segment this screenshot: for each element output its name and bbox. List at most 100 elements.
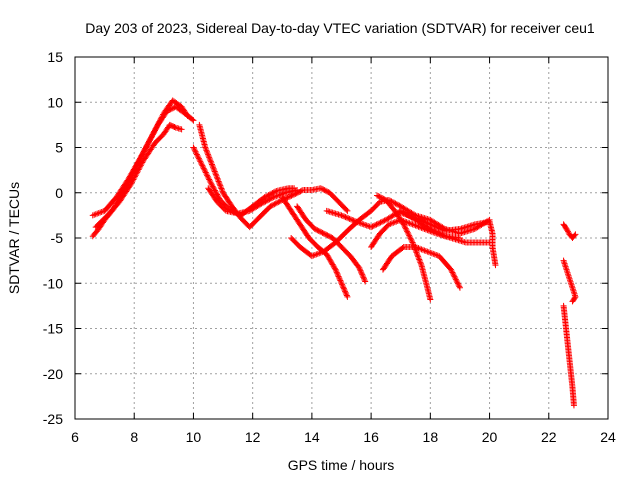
data-point (319, 249, 326, 256)
data-point (270, 201, 277, 208)
data-point (455, 281, 462, 288)
data-point (372, 222, 379, 229)
data-point (265, 197, 272, 204)
data-point (280, 190, 287, 197)
data-point (438, 226, 445, 233)
data-point (198, 161, 205, 168)
data-point (317, 185, 324, 192)
data-point (427, 296, 434, 303)
data-point (451, 273, 458, 280)
data-point (416, 224, 423, 231)
data-point (431, 229, 438, 236)
data-point (211, 167, 218, 174)
data-point (216, 181, 223, 188)
data-point (424, 248, 431, 255)
data-point (400, 210, 407, 217)
data-point (430, 222, 437, 229)
data-point (340, 284, 347, 291)
data-point (338, 280, 345, 287)
y-tick-label: 10 (47, 94, 63, 110)
series-arc-2 (89, 97, 191, 219)
data-point (375, 193, 382, 200)
data-point (298, 187, 305, 194)
data-point (350, 217, 357, 224)
data-point (414, 244, 421, 251)
data-point (209, 183, 216, 190)
data-point (205, 151, 212, 158)
data-point (216, 179, 223, 186)
data-point (361, 275, 368, 282)
data-point (343, 214, 350, 221)
data-point (325, 253, 332, 260)
data-point (133, 170, 140, 177)
data-point (277, 191, 284, 198)
data-point (415, 255, 422, 262)
data-point (410, 240, 417, 247)
data-point (572, 231, 579, 238)
data-point (450, 272, 457, 279)
x-tick-label: 14 (304, 429, 320, 445)
data-point (142, 145, 149, 152)
data-point (130, 176, 137, 183)
data-point (379, 195, 386, 202)
data-point (308, 253, 315, 260)
y-axis-label: SDTVAR / TECUs (6, 182, 22, 294)
data-point (129, 177, 136, 184)
x-tick-label: 10 (186, 429, 202, 445)
data-point (411, 214, 418, 221)
data-point (341, 287, 348, 294)
data-point (376, 193, 383, 200)
data-point (337, 278, 344, 285)
data-point (202, 144, 209, 151)
data-point (190, 117, 197, 124)
data-point (422, 248, 429, 255)
data-point (285, 193, 292, 200)
data-point (91, 211, 98, 218)
x-tick-label: 24 (600, 429, 616, 445)
data-point (431, 251, 438, 258)
data-point (416, 216, 423, 223)
x-tick-label: 16 (363, 429, 379, 445)
data-point (263, 197, 270, 204)
data-point (154, 121, 161, 128)
data-point (373, 221, 380, 228)
data-point (427, 249, 434, 256)
data-point (143, 142, 150, 149)
data-point (356, 266, 363, 273)
data-point (334, 272, 341, 279)
data-point (191, 145, 198, 152)
data-point (208, 182, 215, 189)
data-point (406, 220, 413, 227)
data-point (327, 233, 334, 240)
data-point (416, 256, 423, 263)
data-point (565, 228, 572, 235)
data-point (404, 229, 411, 236)
data-point (157, 117, 164, 124)
data-point (401, 222, 408, 229)
data-point (454, 279, 461, 286)
data-point (156, 118, 163, 125)
data-point (318, 229, 325, 236)
data-point (205, 175, 212, 182)
data-point (423, 219, 430, 226)
data-point (212, 171, 219, 178)
data-point (377, 194, 384, 201)
data-point (428, 222, 435, 229)
data-point (453, 277, 460, 284)
data-point (331, 264, 338, 271)
data-point (184, 112, 191, 119)
data-point (408, 220, 415, 227)
data-point (158, 114, 165, 121)
data-point (323, 231, 330, 238)
data-point (414, 223, 421, 230)
data-point (335, 273, 342, 280)
data-point (211, 187, 218, 194)
data-point (206, 155, 213, 162)
data-point (405, 219, 412, 226)
data-point (354, 219, 361, 226)
series-arc-16 (560, 257, 579, 305)
data-point (342, 214, 349, 221)
data-point (267, 195, 274, 202)
data-point (207, 179, 214, 186)
data-point (314, 250, 321, 257)
